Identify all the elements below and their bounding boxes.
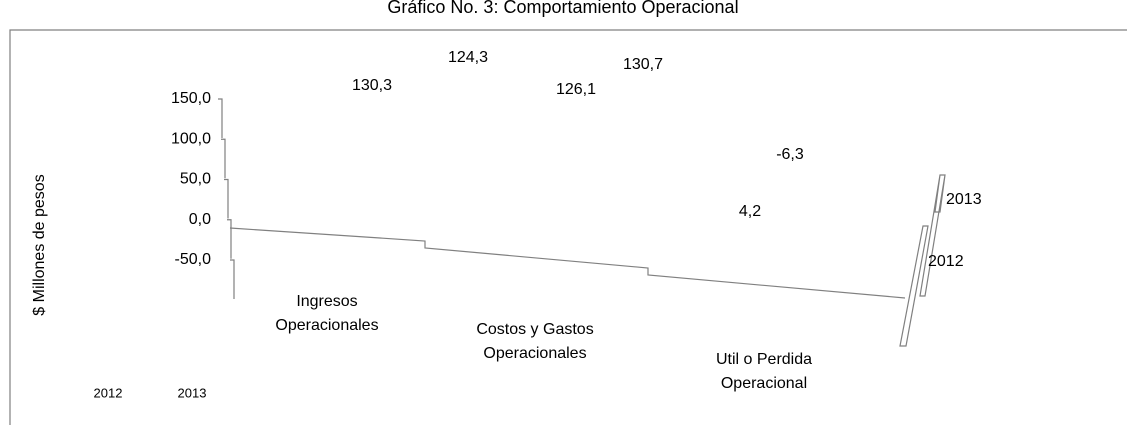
x-tick-label: Operacional <box>721 375 807 392</box>
data-label: 130,3 <box>352 77 392 94</box>
tick-mark <box>218 98 223 138</box>
y-tick-label: 150,0 <box>171 90 211 107</box>
x-tick-label: Operacionales <box>483 345 586 362</box>
tick-mark <box>224 178 229 219</box>
x-tick-label: Costos y Gastos <box>476 321 593 338</box>
y-tick-label: 50,0 <box>180 171 211 188</box>
legend-label: 2012 <box>928 253 964 270</box>
data-label: -6,3 <box>776 146 804 163</box>
tick-mark <box>230 259 235 299</box>
legend-label: 2013 <box>946 191 982 208</box>
data-label: 4,2 <box>739 203 761 220</box>
x-tick-label: Ingresos <box>296 293 357 310</box>
x-tick-label: Operacionales <box>275 317 378 334</box>
data-label: 130,7 <box>623 56 663 73</box>
y-tick-label: -50,0 <box>175 251 212 268</box>
floor <box>229 227 906 299</box>
y-tick-label: 0,0 <box>189 211 211 228</box>
series-label: 2013 <box>178 385 207 400</box>
data-label: 124,3 <box>448 49 488 66</box>
x-tick-label: Util o Perdida <box>716 351 812 368</box>
series-label: 2012 <box>94 385 123 400</box>
chart-title: Gráfico No. 3: Comportamiento Operaciona… <box>387 0 738 17</box>
data-label: 126,1 <box>556 81 596 98</box>
y-tick-label: 100,0 <box>171 130 211 147</box>
frame <box>9 29 1127 425</box>
depth-wall <box>899 174 946 347</box>
y-axis-label: $ Millones de pesos <box>31 174 48 315</box>
tick-mark <box>221 138 226 179</box>
tick-mark <box>227 219 232 259</box>
